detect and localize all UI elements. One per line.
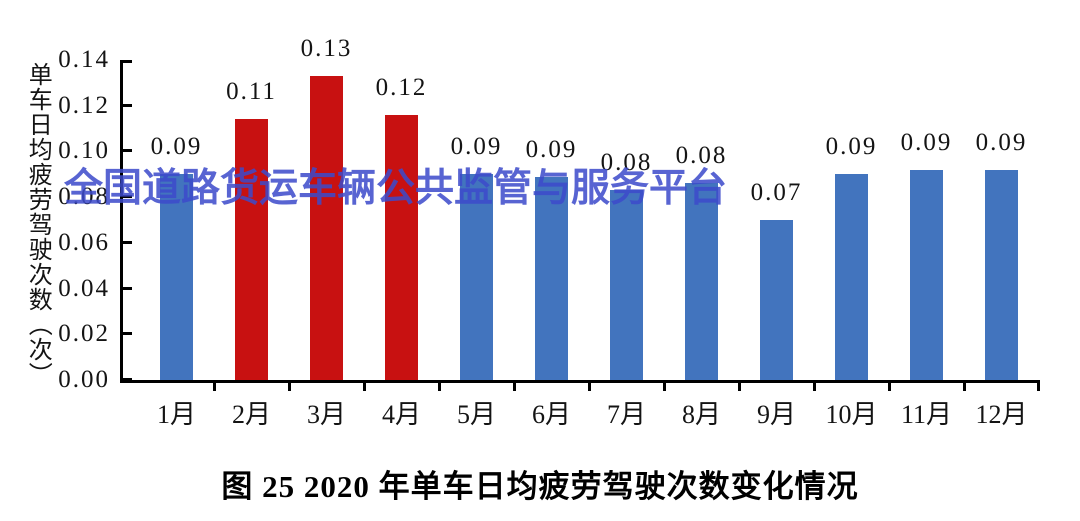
- x-axis-tick-label: 11月: [900, 400, 953, 429]
- x-axis-tick-mark: [887, 383, 891, 391]
- x-axis-tick-mark: [962, 383, 966, 391]
- x-axis-tick-mark: [362, 383, 366, 391]
- x-axis-tick-mark: [587, 383, 591, 391]
- x-axis-tick-label: 6月: [531, 400, 571, 429]
- bar: [760, 220, 793, 380]
- x-axis-tick-mark: [212, 383, 216, 391]
- x-axis-tick-label: 2月: [231, 400, 271, 429]
- y-axis-tick-mark: [123, 378, 132, 381]
- x-axis-tick-mark: [512, 383, 516, 391]
- bar-value-label: 0.11: [226, 78, 277, 105]
- x-axis-tick-mark: [1037, 383, 1040, 391]
- bar-value-label: 0.09: [900, 129, 953, 156]
- bar: [460, 174, 493, 380]
- x-axis-tick-label: 10月: [825, 400, 878, 429]
- bar-value-label: 0.13: [300, 35, 353, 62]
- bar-value-label: 0.09: [150, 133, 203, 160]
- y-axis-tick-label: 0.02: [58, 320, 110, 348]
- x-axis-tick-label: 12月: [975, 400, 1028, 429]
- y-axis-tick-label: 0.00: [58, 366, 110, 393]
- y-axis-tick-mark: [123, 149, 132, 153]
- y-axis-tick-mark: [123, 286, 132, 290]
- x-axis-tick-mark: [287, 383, 291, 391]
- bar-value-label: 0.08: [600, 149, 653, 176]
- y-axis-tick-mark: [123, 332, 132, 336]
- x-axis-tick-mark: [662, 383, 666, 391]
- bar: [910, 170, 943, 380]
- y-axis-tick-mark: [123, 195, 132, 199]
- bar: [610, 190, 643, 380]
- x-axis-tick-label: 1月: [156, 400, 196, 429]
- y-axis-tick-label: 0.12: [58, 91, 110, 119]
- bar-value-label: 0.09: [825, 133, 878, 160]
- bar-value-label: 0.09: [450, 133, 503, 160]
- bar: [160, 174, 193, 380]
- y-axis-tick-mark: [123, 240, 132, 244]
- bar: [685, 183, 718, 380]
- x-axis-tick-mark: [812, 383, 816, 391]
- bar: [835, 174, 868, 380]
- x-axis-tick-label: 3月: [306, 400, 346, 429]
- bar-value-label: 0.09: [975, 129, 1028, 156]
- figure-caption: 图 25 2020 年单车日均疲劳驾驶次数变化情况: [221, 469, 859, 504]
- plot-area: 0.09 0.11 0.13 0.12 0.09 0.09 0.08 0.08 0.07 0.09…: [120, 36, 1040, 391]
- x-axis-tick-label: 5月: [456, 400, 496, 429]
- y-axis-tick-label: 0.06: [58, 228, 110, 256]
- bar: [985, 170, 1018, 380]
- y-axis-tick-mark: [123, 60, 132, 63]
- bar-value-label: 0.09: [525, 136, 578, 163]
- bar: [310, 76, 343, 380]
- bar-value-label: 0.07: [750, 179, 803, 206]
- y-axis-tick-label: 0.10: [58, 137, 110, 165]
- y-axis-tick-label: 0.14: [58, 46, 110, 73]
- x-axis-tick-label: 8月: [681, 400, 721, 429]
- bar-value-label: 0.08: [675, 142, 728, 169]
- watermark-text: 全国道路货运车辆公共监管与服务平台: [64, 167, 728, 210]
- x-axis-tick-label: 7月: [606, 400, 646, 429]
- bar-value-label: 0.12: [375, 74, 428, 101]
- y-axis-tick-mark: [123, 103, 132, 107]
- bar: [385, 115, 418, 380]
- x-axis-tick-mark: [737, 383, 741, 391]
- x-axis-tick-label: 9月: [756, 400, 796, 429]
- x-axis-tick-mark: [437, 383, 441, 391]
- y-axis-title: 单车日均疲劳驾驶次数（次）: [24, 62, 51, 387]
- bar: [535, 177, 568, 380]
- x-axis-tick-label: 4月: [381, 400, 421, 429]
- y-axis-tick-label: 0.04: [58, 274, 110, 302]
- y-axis-tick-label: 0.08: [58, 183, 110, 211]
- bar: [235, 119, 268, 380]
